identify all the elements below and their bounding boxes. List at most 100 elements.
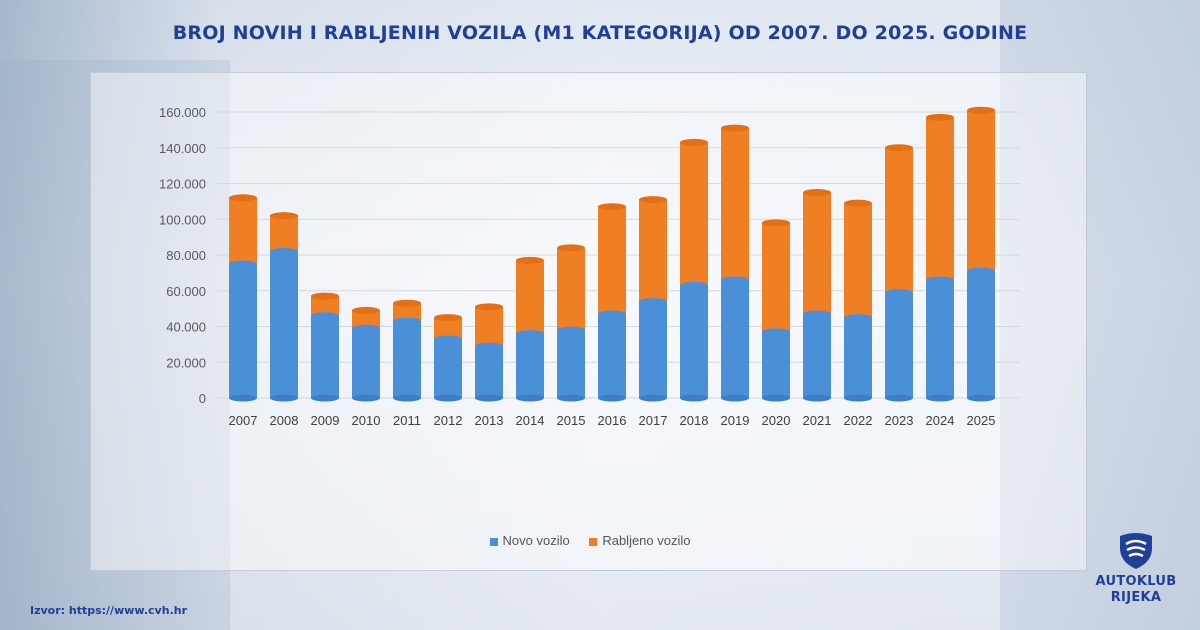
bar-rabljeno-2024 (926, 117, 954, 281)
bar-novo-top-2025 (967, 267, 995, 275)
bar-rabljeno-top-2018 (680, 138, 708, 146)
bar-novo-top-2020 (762, 328, 790, 336)
bar-novo-2025 (967, 271, 995, 398)
logo-text-line2: RIJEKA (1110, 590, 1162, 605)
bar-novo-2014 (516, 333, 544, 398)
bar-novo-base-2008 (270, 394, 298, 402)
bar-rabljeno-top-2010 (352, 306, 380, 314)
bar-novo-2022 (844, 317, 872, 398)
x-tick-label: 2009 (311, 413, 340, 428)
bar-novo-top-2008 (270, 247, 298, 255)
bar-rabljeno-top-2014 (516, 256, 544, 264)
bar-novo-2011 (393, 321, 421, 398)
bar-rabljeno-2013 (475, 306, 503, 347)
bar-novo-base-2021 (803, 394, 831, 402)
bar-novo-base-2020 (762, 394, 790, 402)
bar-novo-base-2007 (229, 394, 257, 402)
bar-novo-top-2018 (680, 281, 708, 289)
bar-rabljeno-2008 (270, 215, 298, 252)
bar-rabljeno-top-2022 (844, 199, 872, 207)
bar-novo-2013 (475, 346, 503, 398)
bar-rabljeno-top-2023 (885, 144, 913, 152)
x-tick-label: 2021 (803, 413, 832, 428)
bar-novo-top-2021 (803, 310, 831, 318)
bar-rabljeno-top-2024 (926, 113, 954, 121)
bar-novo-2009 (311, 315, 339, 398)
bar-novo-top-2014 (516, 330, 544, 338)
bar-rabljeno-2021 (803, 192, 831, 314)
y-tick-label: 100.000 (159, 212, 206, 227)
y-tick-label: 60.000 (166, 284, 206, 299)
x-tick-label: 2023 (885, 413, 914, 428)
bar-novo-2017 (639, 301, 667, 398)
bar-rabljeno-top-2012 (434, 314, 462, 322)
y-tick-label: 140.000 (159, 141, 206, 156)
bar-novo-top-2017 (639, 297, 667, 305)
x-tick-label: 2022 (844, 413, 873, 428)
bar-rabljeno-top-2017 (639, 196, 667, 204)
bar-novo-base-2015 (557, 394, 585, 402)
bar-novo-2010 (352, 328, 380, 398)
x-tick-label: 2014 (516, 413, 545, 428)
legend-item-rabljeno: Rabljeno vozilo (589, 533, 691, 548)
bar-novo-base-2011 (393, 394, 421, 402)
bar-novo-top-2015 (557, 326, 585, 334)
bar-novo-top-2024 (926, 276, 954, 284)
bar-novo-base-2009 (311, 394, 339, 402)
page-title: BROJ NOVIH I RABLJENIH VOZILA (M1 KATEGO… (172, 22, 1028, 44)
bar-novo-base-2025 (967, 394, 995, 402)
bar-rabljeno-top-2021 (803, 188, 831, 196)
bar-novo-base-2018 (680, 394, 708, 402)
bar-novo-2021 (803, 313, 831, 398)
x-tick-label: 2018 (680, 413, 709, 428)
bar-rabljeno-top-2007 (229, 194, 257, 202)
legend-label-novo: Novo vozilo (502, 533, 570, 548)
legend-label-rabljeno: Rabljeno vozilo (602, 533, 691, 548)
bar-novo-base-2014 (516, 394, 544, 402)
bar-novo-2012 (434, 339, 462, 398)
bar-rabljeno-top-2011 (393, 299, 421, 307)
bar-rabljeno-top-2009 (311, 292, 339, 300)
bar-rabljeno-2007 (229, 197, 257, 264)
x-tick-label: 2019 (721, 413, 750, 428)
x-tick-label: 2008 (270, 413, 299, 428)
bar-rabljeno-top-2016 (598, 203, 626, 211)
y-tick-label: 0 (199, 391, 206, 406)
bar-novo-2019 (721, 280, 749, 398)
x-tick-label: 2016 (598, 413, 627, 428)
bar-novo-base-2019 (721, 394, 749, 402)
y-tick-label: 40.000 (166, 320, 206, 335)
bar-novo-2020 (762, 331, 790, 398)
bar-rabljeno-2018 (680, 142, 708, 286)
x-tick-label: 2015 (557, 413, 586, 428)
bar-novo-2016 (598, 313, 626, 398)
bar-novo-base-2024 (926, 394, 954, 402)
bar-novo-base-2017 (639, 394, 667, 402)
bar-rabljeno-top-2019 (721, 124, 749, 132)
bar-rabljeno-2011 (393, 303, 421, 322)
bar-novo-base-2022 (844, 394, 872, 402)
bar-rabljeno-top-2013 (475, 303, 503, 311)
logo-text-line1: AUTOKLUB (1095, 574, 1177, 589)
x-tick-label: 2011 (393, 413, 421, 428)
bar-novo-2007 (229, 263, 257, 398)
y-tick-label: 120.000 (159, 177, 206, 192)
bar-rabljeno-2025 (967, 110, 995, 272)
bar-rabljeno-2019 (721, 128, 749, 281)
bar-novo-top-2012 (434, 335, 462, 343)
autoklub-logo: AUTOKLUB RIJEKA (1092, 530, 1180, 606)
source-note: Izvor: https://www.cvh.hr (30, 604, 187, 617)
bar-rabljeno-top-2025 (967, 106, 995, 114)
y-tick-label: 20.000 (166, 355, 206, 370)
x-tick-label: 2007 (229, 413, 258, 428)
x-tick-label: 2020 (762, 413, 791, 428)
bar-novo-2008 (270, 251, 298, 398)
shield-icon (1120, 533, 1152, 569)
x-tick-label: 2013 (475, 413, 504, 428)
x-tick-label: 2025 (967, 413, 996, 428)
bar-rabljeno-2012 (434, 317, 462, 340)
bar-novo-2018 (680, 285, 708, 398)
bar-rabljeno-2017 (639, 199, 667, 302)
